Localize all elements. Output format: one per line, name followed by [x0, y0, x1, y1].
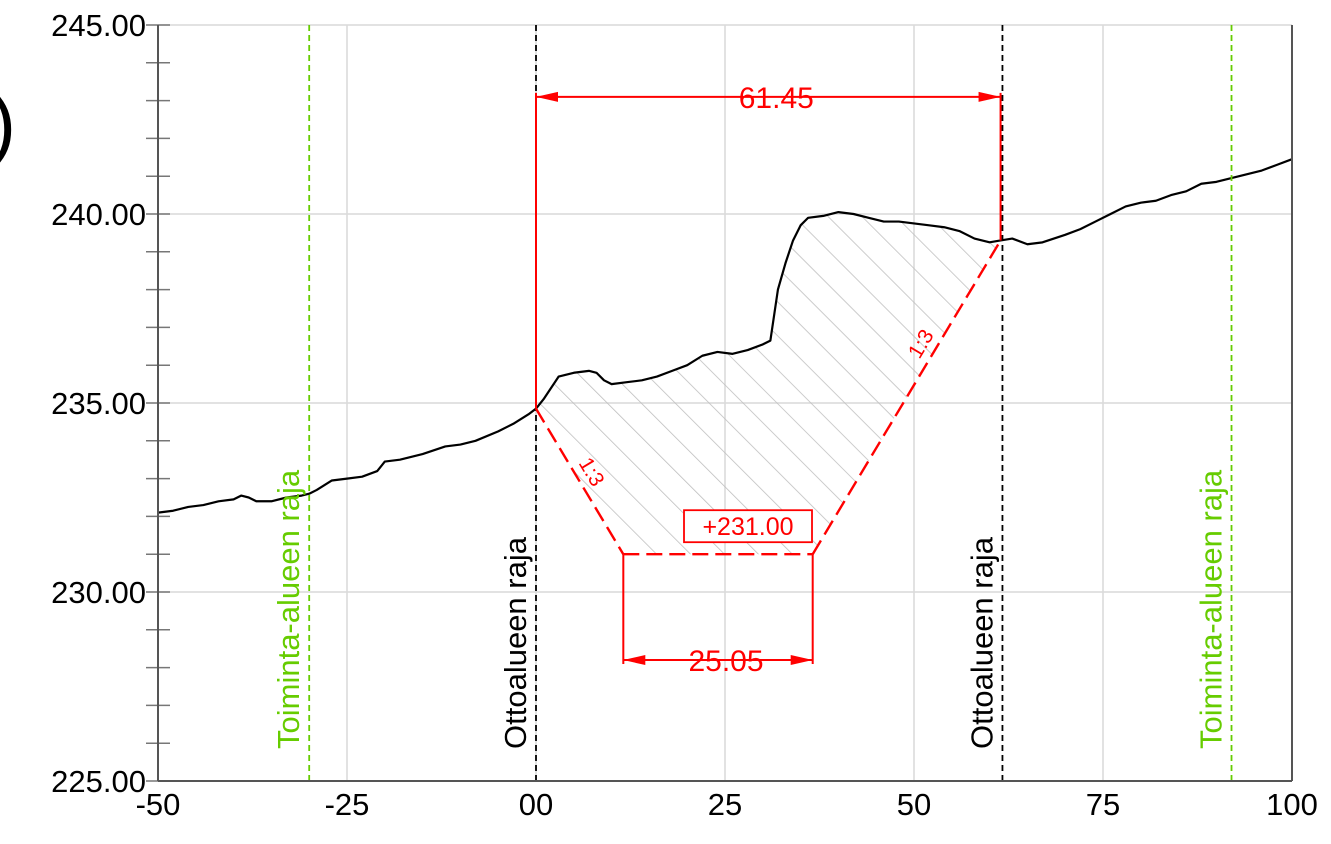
level-box: [683, 509, 813, 544]
boundary-label: Toiminta-alueen raja: [271, 469, 306, 749]
dimension-arrow: [536, 91, 558, 102]
excavation-hatch: [536, 212, 1001, 555]
dimension-label: 25.05: [688, 645, 763, 678]
x-tick-label: -25: [325, 787, 370, 822]
x-tick-label: 25: [708, 787, 742, 822]
boundary-label: Ottoalueen raja: [498, 536, 533, 749]
x-tick-label: 75: [1086, 787, 1120, 822]
left-slope-line: [534, 408, 625, 555]
excavation-area: [536, 212, 1001, 555]
cut-off-edge-text: ): [0, 79, 16, 167]
level-label: +231.00: [702, 513, 793, 541]
ground-profile: [158, 158, 1292, 514]
boundary-label: Toiminta-alueen raja: [1194, 469, 1229, 749]
x-tick-label: 100: [1266, 787, 1318, 822]
axes: [157, 25, 1293, 782]
ground-line: [158, 158, 1292, 514]
right-slope-line: [811, 239, 1002, 555]
y-tick-label: 225.00: [51, 764, 146, 799]
y-tick-label: 240.00: [51, 197, 146, 232]
y-tick-label: 230.00: [51, 575, 146, 610]
dimension-arrow: [978, 91, 1001, 102]
dimension-arrow: [623, 655, 646, 666]
dimensions: 61.45 25.05: [535, 82, 1002, 678]
dimension-arrow: [790, 655, 813, 666]
x-tick-label: 50: [897, 787, 931, 822]
dimension-label: 61.45: [739, 82, 814, 115]
y-tick-label: 235.00: [51, 386, 146, 421]
y-tick-label: 245.00: [51, 8, 146, 43]
boundary-label: Ottoalueen raja: [964, 536, 999, 749]
x-tick-label: 00: [519, 787, 553, 822]
tick-labels: 225.00 230.00 235.00 240.00 245.00 -50 -25 00 25…: [51, 8, 1318, 822]
x-tick-label: -50: [136, 787, 181, 822]
